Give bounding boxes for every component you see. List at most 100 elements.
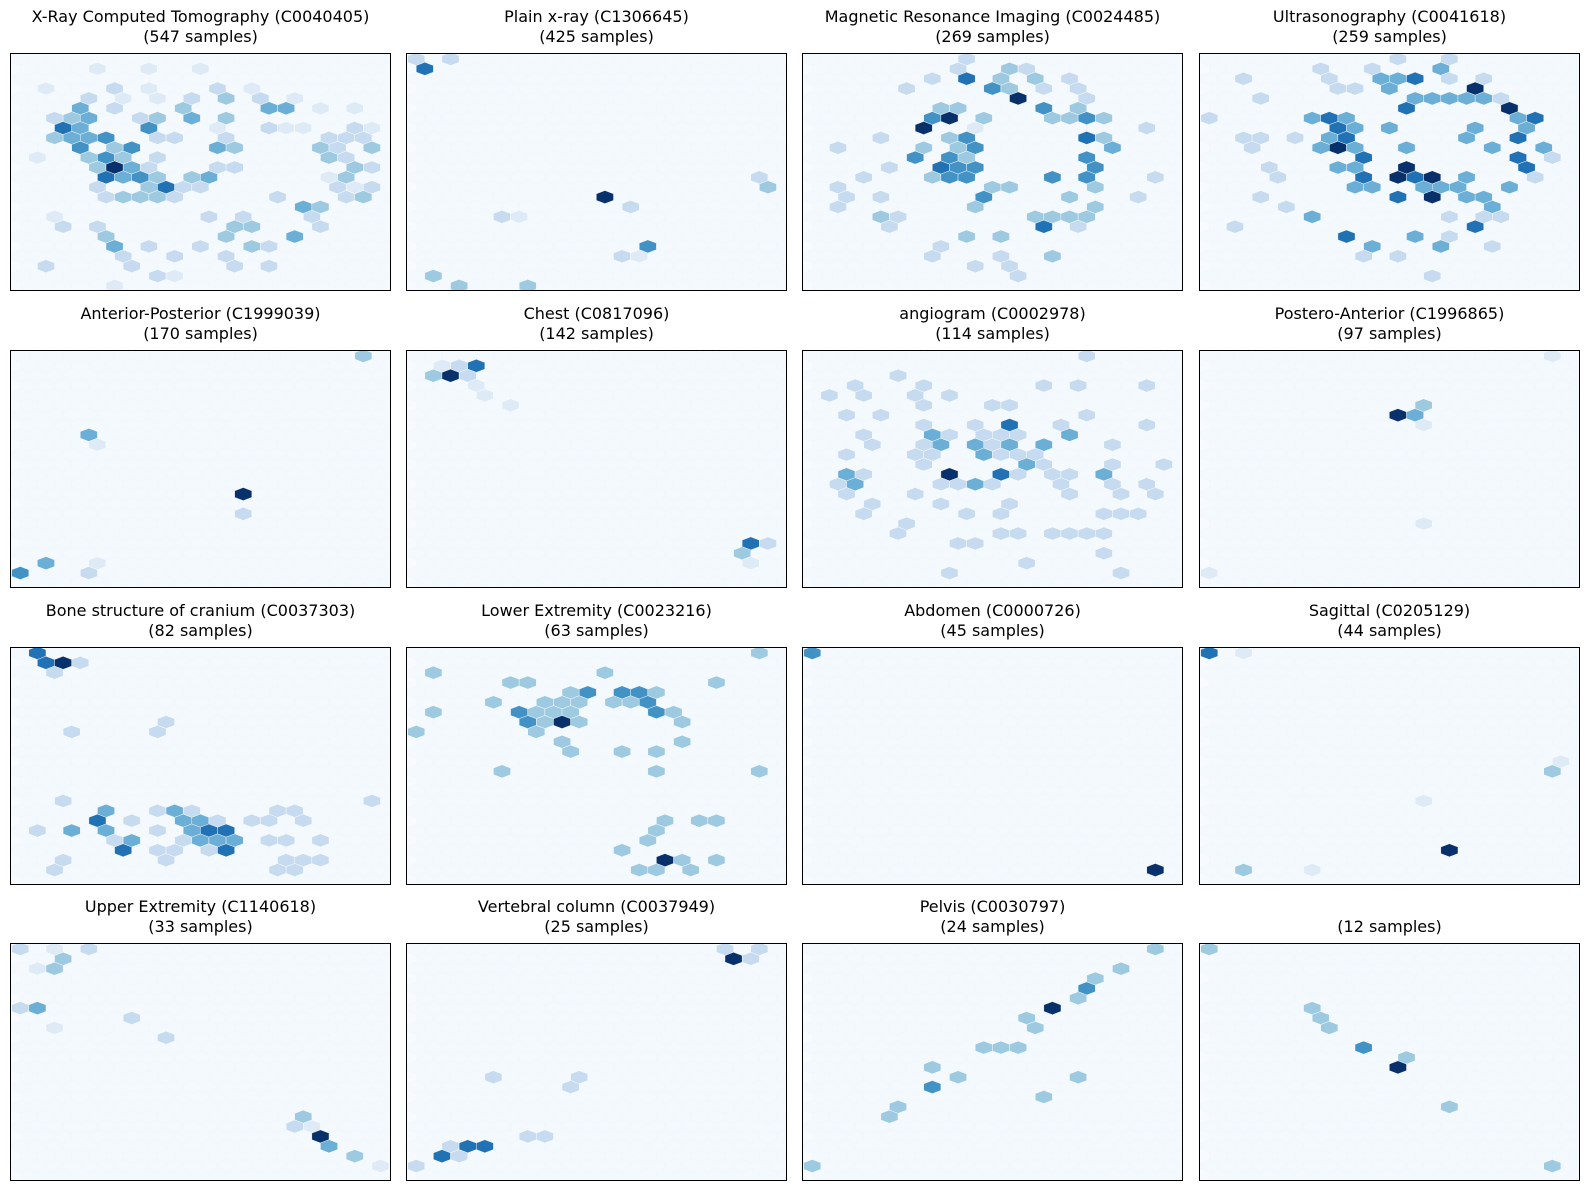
hexbin-panel: Lower Extremity (C0023216) (63 samples) bbox=[406, 597, 787, 887]
hexbin-plot-area bbox=[406, 943, 787, 1181]
hex-cell bbox=[1086, 180, 1105, 194]
hexbin-plot-area bbox=[1199, 350, 1580, 588]
hex-cell bbox=[234, 507, 253, 521]
hex-cell bbox=[889, 526, 907, 541]
hexbin-panel: angiogram (C0002978) (114 samples) bbox=[802, 300, 1183, 590]
panel-sample-count: (25 samples) bbox=[544, 917, 649, 936]
hex-cell bbox=[311, 833, 330, 848]
hex-cell bbox=[527, 725, 546, 739]
hex-cell bbox=[45, 961, 64, 976]
hex-cell bbox=[673, 715, 691, 729]
panel-title-label: Postero-Anterior (C1996865) bbox=[1274, 304, 1505, 323]
hex-cell bbox=[1251, 91, 1270, 106]
panel-title-label: Ultrasonography (C0041618) bbox=[1272, 7, 1507, 26]
hex-cell bbox=[957, 229, 976, 244]
hex-cell bbox=[923, 1080, 942, 1094]
hex-cell bbox=[165, 249, 184, 264]
hex-cell bbox=[200, 210, 218, 224]
hex-cell bbox=[285, 863, 304, 877]
hex-cell bbox=[1397, 101, 1416, 116]
hex-cell bbox=[1363, 180, 1381, 194]
hex-cell bbox=[191, 180, 210, 194]
panel-title-label bbox=[1199, 897, 1580, 917]
hex-cell bbox=[914, 398, 933, 413]
hex-cell bbox=[1389, 54, 1407, 66]
panel-sample-count: (44 samples) bbox=[1337, 621, 1442, 640]
panel-title: angiogram (C0002978) (114 samples) bbox=[802, 304, 1183, 344]
hex-cell bbox=[122, 813, 141, 828]
hexbin-panel: Pelvis (C0030797) (24 samples) bbox=[802, 893, 1183, 1183]
panel-title: Anterior-Posterior (C1999039) (170 sample… bbox=[10, 304, 391, 344]
hex-cell bbox=[1526, 170, 1544, 185]
hex-cell bbox=[1137, 418, 1156, 432]
hex-cell bbox=[37, 556, 55, 570]
hex-cell bbox=[105, 279, 124, 290]
panel-title-label: angiogram (C0002978) bbox=[899, 304, 1086, 323]
hex-cell bbox=[1414, 516, 1433, 531]
hex-cell bbox=[1200, 566, 1219, 580]
panel-sample-count: (12 samples) bbox=[1337, 917, 1442, 936]
hex-cell bbox=[639, 833, 657, 848]
hex-cell bbox=[872, 190, 890, 204]
hexbin-svg bbox=[11, 944, 390, 1180]
panel-sample-count: (45 samples) bbox=[940, 621, 1045, 640]
hex-cell bbox=[1095, 526, 1113, 541]
hex-cell bbox=[1077, 408, 1096, 422]
hexbin-plot-area bbox=[10, 943, 391, 1181]
hexbin-svg bbox=[11, 351, 390, 587]
hex-cell bbox=[1009, 269, 1027, 283]
hex-cell bbox=[1146, 487, 1165, 501]
hex-cell bbox=[854, 170, 873, 185]
hex-cell bbox=[45, 1021, 64, 1035]
hex-cell bbox=[407, 1159, 426, 1173]
hex-cell bbox=[1200, 648, 1219, 660]
hex-cell bbox=[803, 1159, 822, 1173]
hexbin-plot-area bbox=[802, 350, 1183, 588]
hex-cell bbox=[647, 744, 666, 759]
hex-cell bbox=[294, 813, 313, 828]
hex-cell bbox=[518, 675, 537, 690]
hex-cell bbox=[363, 140, 381, 155]
hex-cell bbox=[363, 794, 381, 808]
hex-cell bbox=[1095, 546, 1113, 561]
hex-cell bbox=[1069, 378, 1087, 393]
hex-cell bbox=[940, 566, 959, 580]
hexbin-plot-area bbox=[406, 53, 787, 291]
panel-sample-count: (24 samples) bbox=[940, 917, 1045, 936]
hex-cell bbox=[854, 388, 873, 403]
hex-cell bbox=[71, 656, 90, 670]
hex-cell bbox=[285, 229, 304, 244]
hex-cell bbox=[1043, 170, 1062, 185]
hex-cell bbox=[759, 180, 777, 194]
hexbin-plot-area bbox=[406, 647, 787, 885]
hex-cell bbox=[1509, 131, 1527, 145]
hex-cell bbox=[11, 566, 30, 580]
hex-cell bbox=[880, 219, 899, 234]
hex-cell bbox=[1035, 219, 1053, 234]
hex-cell bbox=[501, 398, 520, 413]
hex-cell bbox=[1457, 131, 1476, 145]
hex-cell bbox=[1380, 81, 1399, 96]
hex-cell bbox=[1380, 121, 1399, 135]
panel-title: X-Ray Computed Tomography (C0040405) (547… bbox=[10, 7, 391, 47]
hex-cell bbox=[750, 648, 769, 660]
hex-cell bbox=[561, 744, 580, 759]
hex-cell bbox=[536, 1129, 554, 1144]
panel-title-label: Magnetic Resonance Imaging (C0024485) bbox=[824, 7, 1161, 26]
panel-sample-count: (547 samples) bbox=[143, 27, 258, 46]
hex-cell bbox=[148, 725, 167, 739]
hex-cell bbox=[165, 190, 184, 204]
hex-cell bbox=[45, 665, 64, 680]
hex-cell bbox=[277, 833, 295, 848]
hex-cell bbox=[1137, 121, 1156, 135]
hex-cell bbox=[906, 150, 924, 165]
hexbin-plot-area bbox=[1199, 53, 1580, 291]
hex-cell bbox=[1440, 1100, 1459, 1114]
hex-cell bbox=[880, 160, 899, 175]
hex-cell bbox=[122, 259, 141, 273]
hexbin-cells bbox=[1200, 351, 1562, 580]
hexbin-panel: Upper Extremity (C1140618) (33 samples) bbox=[10, 893, 391, 1183]
hex-cell bbox=[1423, 190, 1442, 204]
hexbin-cells bbox=[829, 54, 1165, 283]
hex-cell bbox=[1500, 180, 1519, 194]
